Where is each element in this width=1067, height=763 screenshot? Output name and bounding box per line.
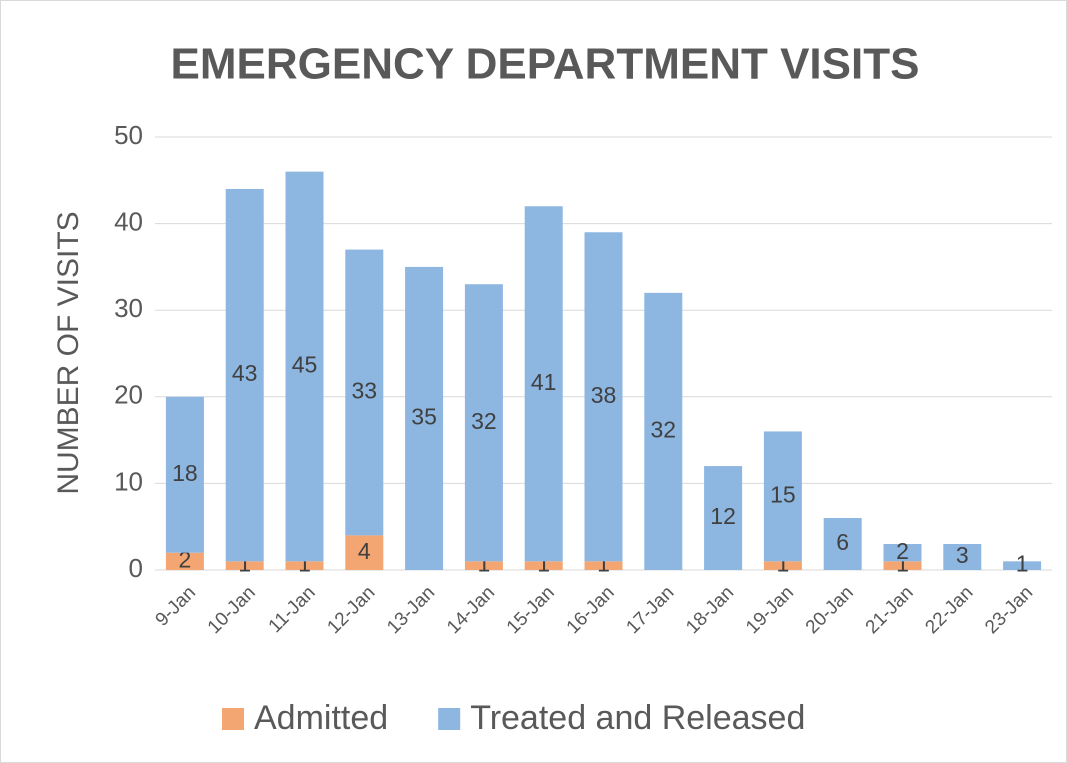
data-label: 15 [770,481,796,507]
y-tick-label: 10 [114,466,143,496]
legend-label: Treated and Released [470,699,805,737]
bar-segment [883,544,922,562]
bar-segment [943,544,982,570]
data-label: 32 [471,408,497,434]
data-label: 33 [352,378,378,404]
data-label: 12 [710,503,736,529]
data-label: 43 [232,360,258,386]
data-label: 18 [172,460,198,486]
data-label: 2 [179,546,192,572]
bar-segment [225,188,264,562]
bar-segment [464,284,503,562]
bar-segment [584,232,623,562]
y-tick-label: 0 [129,553,143,583]
bar-segment [524,206,563,562]
bar-segment [405,266,444,570]
y-tick-label: 30 [114,293,143,323]
legend-label: Admitted [254,699,388,737]
data-label: 1 [1016,551,1029,577]
data-label: 41 [531,369,557,395]
legend-swatch [222,708,244,730]
data-label: 4 [358,538,371,564]
bar-segment [1003,561,1042,570]
data-label: 3 [956,542,969,568]
legend-swatch [438,708,461,730]
bar-segment [584,561,623,570]
bar-segment [345,249,384,536]
y-axis-label: NUMBER OF VISITS [52,211,85,494]
data-label: 35 [411,404,437,430]
bar-segment [165,552,204,570]
bar-segment [704,466,743,570]
bar-segment [823,518,862,570]
bar-segment [165,396,204,553]
bar-segment [524,561,563,570]
data-label: 32 [651,417,677,443]
bar-segment [644,292,683,570]
y-tick-label: 40 [114,206,143,236]
data-label: 45 [292,352,318,378]
bar-segment [763,431,802,562]
bar-segment [464,561,503,570]
y-tick-label: 50 [114,120,143,150]
bar-segment [883,561,922,570]
y-tick-label: 20 [114,380,143,410]
bar-segment [285,171,324,562]
bar-segment [225,561,264,570]
bar-segment [345,535,384,570]
data-label: 6 [836,529,849,555]
bar-segment [763,561,802,570]
chart-title: EMERGENCY DEPARTMENT VISITS [171,40,920,89]
data-label: 38 [591,382,617,408]
bar-segment [285,561,324,570]
data-label: 2 [896,538,909,564]
